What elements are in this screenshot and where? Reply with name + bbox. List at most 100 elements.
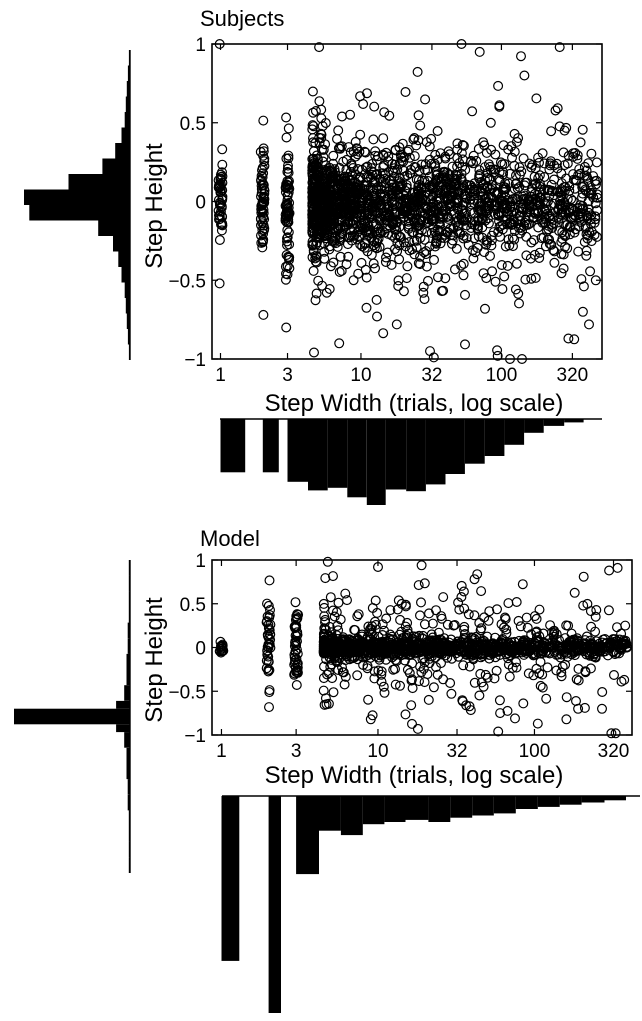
model-scatter-point bbox=[474, 690, 485, 701]
subjects-scatter-point bbox=[369, 190, 380, 201]
subjects-scatter-point bbox=[330, 207, 341, 218]
model-scatter-point bbox=[290, 597, 301, 608]
model-y-marginal-bar bbox=[116, 724, 130, 733]
subjects-scatter-point bbox=[446, 190, 457, 201]
subjects-scatter-point bbox=[378, 328, 389, 339]
model-x-marginal-bar bbox=[604, 796, 626, 801]
subjects-scatter-point bbox=[256, 237, 267, 248]
subjects-scatter-point bbox=[540, 191, 551, 202]
subjects-scatter-point bbox=[431, 166, 442, 177]
model-scatter-point bbox=[603, 605, 614, 616]
model-scatter-point bbox=[372, 644, 383, 655]
model-scatter-point bbox=[427, 618, 438, 629]
subjects-y-tick-label: −0.5 bbox=[168, 271, 206, 292]
subjects-scatter-point bbox=[214, 210, 225, 221]
subjects-scatter-point bbox=[529, 171, 540, 182]
subjects-scatter-point bbox=[328, 150, 339, 161]
subjects-scatter-point bbox=[281, 207, 292, 218]
subjects-scatter-point bbox=[410, 162, 421, 173]
subjects-x-marginal-histogram bbox=[220, 418, 602, 505]
subjects-scatter-point bbox=[379, 107, 390, 118]
subjects-scatter-point bbox=[420, 187, 431, 198]
subjects-scatter-point bbox=[576, 217, 587, 228]
model-scatter-point bbox=[446, 688, 457, 699]
subjects-x-tick-label: 100 bbox=[486, 365, 518, 386]
subjects-scatter-point bbox=[217, 144, 228, 155]
subjects-scatter-point bbox=[413, 258, 424, 269]
subjects-scatter-point bbox=[415, 120, 426, 131]
model-scatter-point bbox=[367, 602, 378, 613]
model-scatter-point bbox=[573, 703, 584, 714]
model-scatter-point bbox=[376, 676, 387, 687]
subjects-scatter-point bbox=[388, 218, 399, 229]
subjects-scatter-point bbox=[436, 232, 447, 243]
subjects-scatter-point bbox=[467, 106, 478, 117]
subjects-scatter-point bbox=[370, 242, 381, 253]
model-scatter-point bbox=[616, 639, 627, 650]
subjects-scatter-point bbox=[485, 184, 496, 195]
subjects-scatter-point bbox=[350, 136, 361, 147]
model-scatter-point bbox=[407, 718, 418, 729]
subjects-scatter-point bbox=[434, 211, 445, 222]
model-y-marginal-bar bbox=[127, 794, 130, 811]
subjects-scatter-point bbox=[281, 153, 292, 164]
subjects-scatter-point bbox=[282, 236, 293, 247]
model-scatter-point bbox=[521, 612, 532, 623]
subjects-scatter-point bbox=[555, 199, 566, 210]
subjects-scatter-point bbox=[438, 172, 449, 183]
subjects-scatter-point bbox=[390, 144, 401, 155]
subjects-scatter-point bbox=[392, 238, 403, 249]
subjects-scatter-point bbox=[561, 122, 572, 133]
subjects-scatter-point bbox=[415, 251, 426, 262]
subjects-scatter-point bbox=[308, 107, 319, 118]
model-scatter-point bbox=[291, 679, 302, 690]
model-scatter-point bbox=[385, 605, 396, 616]
subjects-scatter-point bbox=[545, 158, 556, 169]
subjects-scatter-point bbox=[534, 192, 545, 203]
model-scatter-point bbox=[329, 611, 340, 622]
subjects-scatter-point bbox=[326, 177, 337, 188]
subjects-scatter-point bbox=[570, 148, 581, 159]
subjects-scatter-point bbox=[389, 224, 400, 235]
subjects-scatter-point bbox=[557, 201, 568, 212]
subjects-scatter-point bbox=[474, 201, 485, 212]
subjects-scatter-point bbox=[418, 287, 429, 298]
subjects-scatter-point bbox=[480, 215, 491, 226]
model-scatter-point bbox=[363, 649, 374, 660]
subjects-scatter-point bbox=[283, 150, 294, 161]
subjects-scatter-point bbox=[307, 183, 318, 194]
subjects-scatter-point bbox=[283, 227, 294, 238]
subjects-scatter-point bbox=[562, 243, 573, 254]
model-y-marginal-bar bbox=[128, 591, 130, 607]
subjects-scatter-point bbox=[324, 241, 335, 252]
subjects-scatter-point bbox=[481, 147, 492, 158]
subjects-ticks: 1 3 10 32 100 320 −1 −0.5 0 0.5 1 bbox=[168, 35, 602, 386]
model-scatter-point bbox=[453, 597, 464, 608]
subjects-scatter-point bbox=[579, 237, 590, 248]
model-x-marginal-bar bbox=[319, 796, 341, 831]
model-scatter-point bbox=[472, 569, 483, 580]
subjects-scatter-point bbox=[530, 208, 541, 219]
subjects-scatter-point bbox=[381, 216, 392, 227]
model-x-marginal-bar bbox=[472, 796, 494, 816]
subjects-scatter-point bbox=[481, 273, 492, 284]
model-y-label: Step Height bbox=[141, 597, 168, 723]
subjects-scatter-point bbox=[527, 201, 538, 212]
subjects-scatter-point bbox=[257, 206, 268, 217]
subjects-scatter-point bbox=[428, 201, 439, 212]
subjects-scatter-point bbox=[439, 167, 450, 178]
subjects-y-marginal-bar bbox=[29, 205, 130, 221]
model-scatter-point bbox=[396, 626, 407, 637]
subjects-scatter-point bbox=[516, 206, 527, 217]
subjects-scatter-point bbox=[319, 238, 330, 249]
model-scatter-point bbox=[366, 627, 377, 638]
model-x-label: Step Width (trials, log scale) bbox=[265, 762, 564, 789]
model-scatter-point bbox=[328, 687, 339, 698]
model-scatter-point bbox=[532, 718, 543, 729]
model-scatter-point bbox=[616, 676, 627, 687]
subjects-scatter-point bbox=[362, 177, 373, 188]
subjects-scatter-point bbox=[487, 266, 498, 277]
subjects-scatter-point bbox=[420, 94, 431, 105]
model-scatter-point bbox=[292, 609, 303, 620]
subjects-scatter-point bbox=[397, 179, 408, 190]
